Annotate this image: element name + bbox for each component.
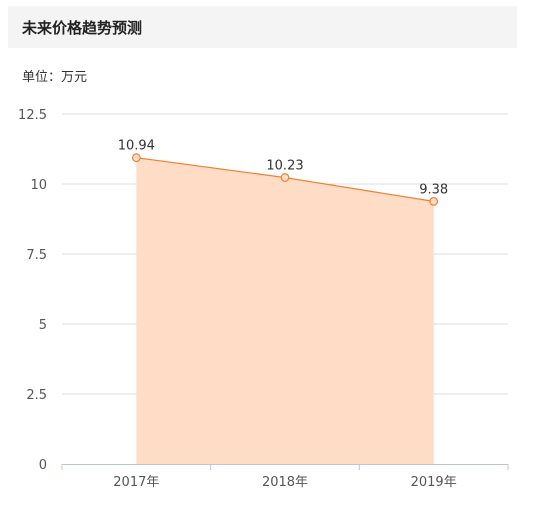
area-fill bbox=[136, 157, 434, 464]
data-point bbox=[131, 153, 141, 163]
unit-label: 单位：万元 bbox=[22, 70, 88, 85]
y-tick-label: 12.5 bbox=[18, 108, 47, 123]
section-title: 未来价格趋势预测 bbox=[22, 19, 143, 37]
x-tick-label: 2018年 bbox=[262, 475, 308, 490]
data-point bbox=[429, 196, 439, 206]
y-tick-label: 10 bbox=[30, 178, 47, 193]
data-point bbox=[280, 173, 290, 182]
y-tick-label: 5 bbox=[39, 318, 47, 333]
section-header: 未来价格趋势预测 bbox=[8, 6, 517, 48]
x-tick-label: 2019年 bbox=[411, 475, 457, 490]
data-label: 10.23 bbox=[266, 159, 303, 174]
y-tick-label: 7.5 bbox=[26, 248, 47, 263]
x-tick-label: 2017年 bbox=[113, 475, 159, 490]
data-label: 9.38 bbox=[419, 182, 448, 197]
y-tick-label: 0 bbox=[39, 458, 47, 473]
y-tick-label: 2.5 bbox=[26, 388, 47, 403]
data-label: 10.94 bbox=[118, 139, 155, 154]
